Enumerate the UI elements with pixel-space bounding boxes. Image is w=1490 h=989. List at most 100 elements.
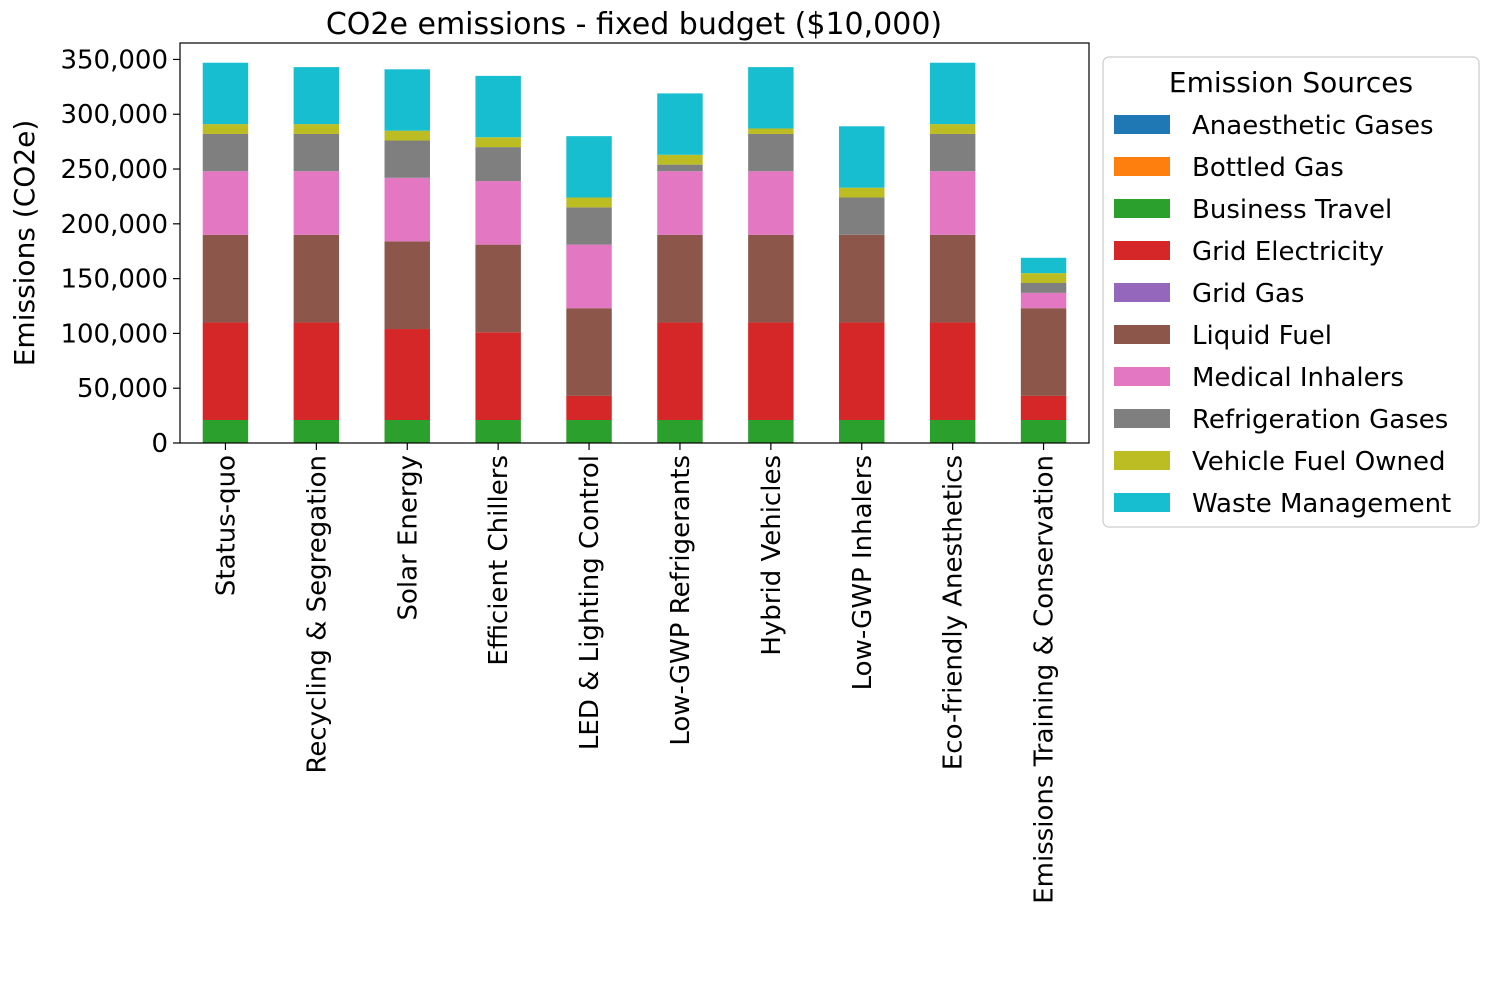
bar-segment	[384, 329, 430, 420]
bar-segment	[293, 124, 340, 134]
legend-swatch	[1114, 451, 1170, 470]
bar-segment	[475, 181, 521, 245]
y-tick-label: 100,000	[60, 319, 168, 349]
bar-segment	[839, 126, 885, 188]
legend-swatch	[1114, 157, 1170, 176]
bar-segment	[566, 395, 612, 420]
x-tick-label: Efficient Chillers	[484, 455, 514, 666]
y-axis-label: Emissions (CO2e)	[8, 120, 41, 367]
bar-segment	[384, 140, 430, 178]
bar-segment	[748, 128, 794, 134]
bar-segment	[384, 69, 430, 131]
bar-segment	[929, 133, 976, 172]
legend-swatch	[1114, 493, 1170, 512]
x-tick-label: Emissions Training & Conservation	[1030, 455, 1060, 904]
y-tick-label: 250,000	[60, 155, 168, 185]
bar-segment	[293, 322, 340, 420]
bar-segment	[293, 419, 340, 443]
legend-swatch	[1114, 325, 1170, 344]
bar-segment	[384, 177, 430, 242]
legend-entry-label: Medical Inhalers	[1192, 363, 1404, 393]
bar-segment	[748, 171, 794, 235]
bar-segment	[929, 419, 976, 443]
bar-segment	[475, 419, 521, 443]
y-tick-label: 300,000	[60, 100, 168, 130]
bar-segment	[839, 187, 885, 198]
legend-entry-label: Refrigeration Gases	[1192, 405, 1448, 435]
bar-segment	[748, 234, 794, 323]
bar-segment	[748, 322, 794, 420]
legend-frame	[1102, 56, 1480, 528]
x-tick-label: LED & Lighting Control	[575, 455, 605, 750]
bar-segment	[566, 244, 612, 309]
bar-segment	[202, 133, 249, 172]
bar-segment	[475, 147, 521, 182]
bar-segment	[839, 197, 885, 235]
bar-segment	[475, 332, 521, 420]
bar-segment	[293, 133, 340, 172]
bars-layer	[202, 62, 1067, 443]
bar-segment	[1020, 283, 1067, 293]
bar-segment	[566, 419, 612, 443]
bar-segment	[929, 234, 976, 323]
y-tick-label: 150,000	[60, 265, 168, 295]
bar-segment	[748, 133, 794, 172]
legend-entry-label: Bottled Gas	[1192, 153, 1344, 183]
bar-segment	[566, 207, 612, 245]
bar-segment	[384, 241, 430, 330]
chart-title: CO2e emissions - fixed budget ($10,000)	[326, 7, 942, 42]
bar-segment	[657, 93, 703, 155]
bar-segment	[657, 171, 703, 235]
bar-segment	[293, 67, 340, 125]
legend-title: Emission Sources	[1169, 66, 1413, 99]
legend-entry-label: Vehicle Fuel Owned	[1192, 447, 1445, 477]
legend-entry-label: Business Travel	[1192, 195, 1392, 225]
x-tick-label: Eco-friendly Anesthetics	[939, 455, 969, 770]
bar-segment	[929, 124, 976, 134]
bar-segment	[293, 171, 340, 235]
bar-segment	[748, 67, 794, 129]
bar-segment	[475, 137, 521, 148]
bar-segment	[384, 419, 430, 443]
bar-segment	[1020, 395, 1067, 420]
bar-segment	[293, 234, 340, 323]
bar-segment	[839, 322, 885, 420]
x-tick-label: Hybrid Vehicles	[757, 455, 787, 656]
bar-segment	[202, 234, 249, 323]
x-tick-label: Low-GWP Inhalers	[848, 455, 878, 690]
bar-segment	[839, 234, 885, 323]
bar-segment	[657, 234, 703, 323]
bar-segment	[566, 308, 612, 396]
bar-segment	[657, 164, 703, 172]
bar-segment	[566, 136, 612, 198]
bar-segment	[1020, 308, 1067, 396]
legend-entry-label: Waste Management	[1192, 489, 1451, 519]
bar-segment	[657, 322, 703, 420]
bar-segment	[202, 419, 249, 443]
y-tick-label: 50,000	[77, 374, 168, 404]
x-axis: Status-quo Recycling & Segregation Solar E…	[211, 443, 1060, 904]
bar-segment	[475, 75, 521, 138]
legend-entry-label: Grid Electricity	[1192, 237, 1384, 267]
legend-swatch	[1114, 199, 1170, 218]
legend-entry-label: Anaesthetic Gases	[1192, 111, 1434, 141]
plot-frame	[179, 42, 1090, 444]
bar-segment	[1020, 292, 1067, 309]
legend-swatch	[1114, 409, 1170, 428]
legend-swatch	[1114, 283, 1170, 302]
bar-segment	[748, 419, 794, 443]
y-tick-label: 200,000	[60, 210, 168, 240]
y-axis: 0 50,000 100,000 150,000 200,000 250,000 300,0…	[60, 45, 180, 459]
bar-segment	[202, 62, 249, 125]
bar-segment	[202, 171, 249, 235]
x-tick-label: Solar Energy	[393, 455, 423, 621]
bar-segment	[839, 419, 885, 443]
legend-swatch	[1114, 367, 1170, 386]
bar-segment	[202, 124, 249, 134]
bar-segment	[929, 171, 976, 235]
bar-segment	[657, 419, 703, 443]
bar-segment	[566, 197, 612, 208]
bar-segment	[475, 244, 521, 333]
bar-segment	[1020, 419, 1067, 443]
